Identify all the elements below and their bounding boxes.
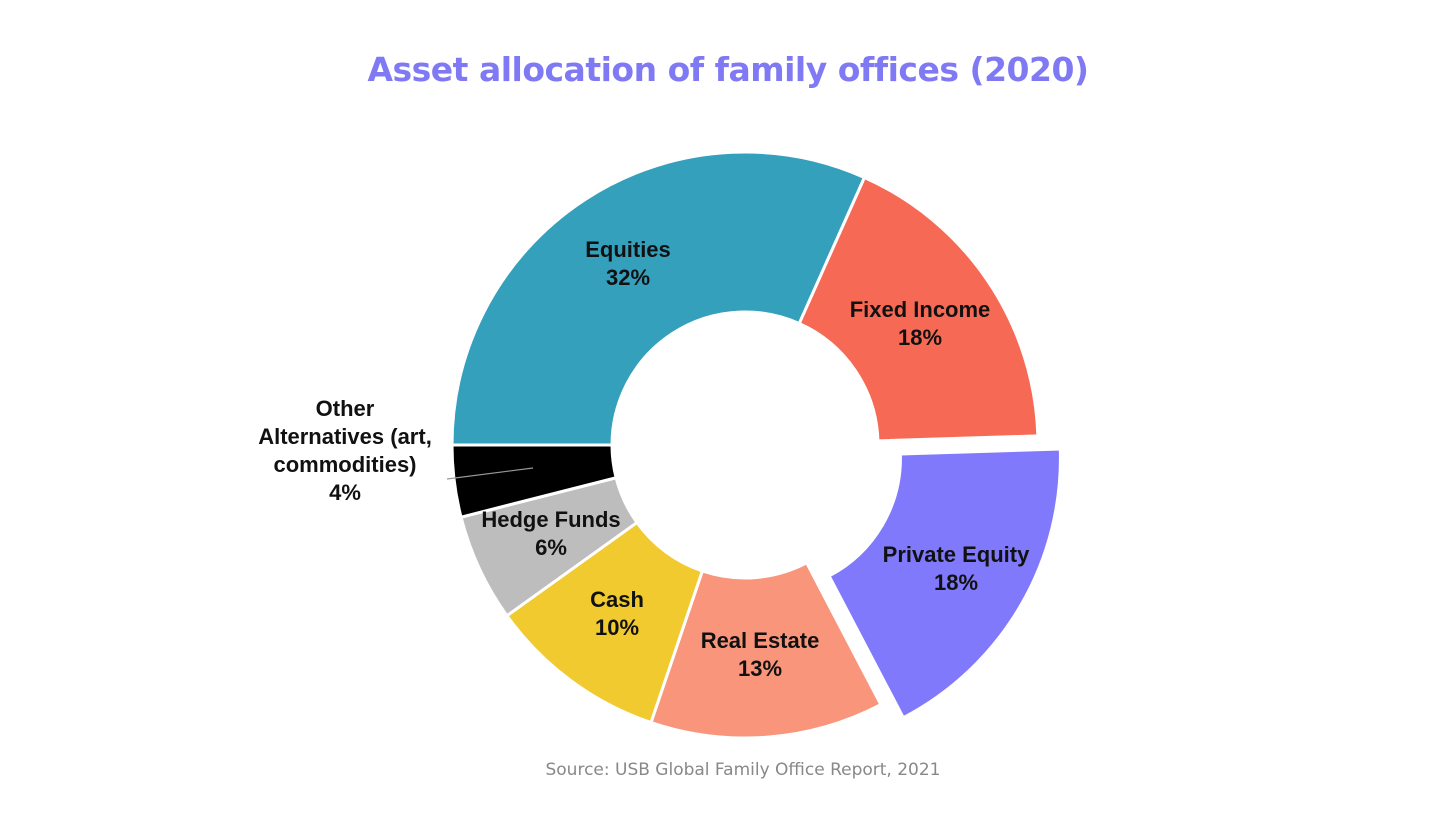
category-label-other-alternatives-art-commodities: Alternatives (art, bbox=[258, 424, 432, 449]
data-label-fixed-income: 18% bbox=[898, 325, 942, 350]
label-private-equity: Private Equity 18% bbox=[883, 542, 1030, 595]
category-label-equities: Equities bbox=[585, 237, 671, 262]
category-label-private-equity: Private Equity bbox=[883, 542, 1030, 567]
donut-slices bbox=[450, 150, 1062, 740]
data-label-other-alternatives-art-commodities: 4% bbox=[329, 480, 361, 505]
slice-equities bbox=[450, 150, 867, 447]
slice-labels: Equities 32%Fixed Income 18%Private Equity… bbox=[258, 237, 1030, 681]
slice-fixed-income bbox=[797, 175, 1040, 443]
data-label-cash: 10% bbox=[595, 615, 639, 640]
label-real-estate: Real Estate 13% bbox=[701, 628, 820, 681]
label-cash: Cash 10% bbox=[590, 587, 644, 640]
category-label-hedge-funds: Hedge Funds bbox=[481, 507, 620, 532]
label-hedge-funds: Hedge Funds 6% bbox=[481, 507, 620, 560]
source-note: Source: USB Global Family Office Report,… bbox=[545, 760, 941, 780]
data-label-hedge-funds: 6% bbox=[535, 535, 567, 560]
category-label-cash: Cash bbox=[590, 587, 644, 612]
category-label-other-alternatives-art-commodities: Other bbox=[316, 396, 375, 421]
slice-real-estate bbox=[649, 560, 883, 740]
category-label-other-alternatives-art-commodities: commodities) bbox=[273, 452, 416, 477]
data-label-real-estate: 13% bbox=[738, 656, 782, 681]
other-alternatives-leader-line bbox=[446, 467, 534, 480]
label-equities: Equities 32% bbox=[585, 237, 671, 290]
data-label-equities: 32% bbox=[606, 265, 650, 290]
category-label-fixed-income: Fixed Income bbox=[850, 297, 991, 322]
slice-private-equity bbox=[827, 447, 1062, 720]
data-label-private-equity: 18% bbox=[934, 570, 978, 595]
label-other-alternatives-art-commodities: Other Alternatives (art, commodities) 4% bbox=[258, 396, 432, 505]
slice-other-alternatives-art-commodities bbox=[450, 443, 618, 519]
chart-title: Asset allocation of family offices (2020… bbox=[367, 50, 1089, 89]
category-label-real-estate: Real Estate bbox=[701, 628, 820, 653]
label-fixed-income: Fixed Income 18% bbox=[850, 297, 991, 350]
